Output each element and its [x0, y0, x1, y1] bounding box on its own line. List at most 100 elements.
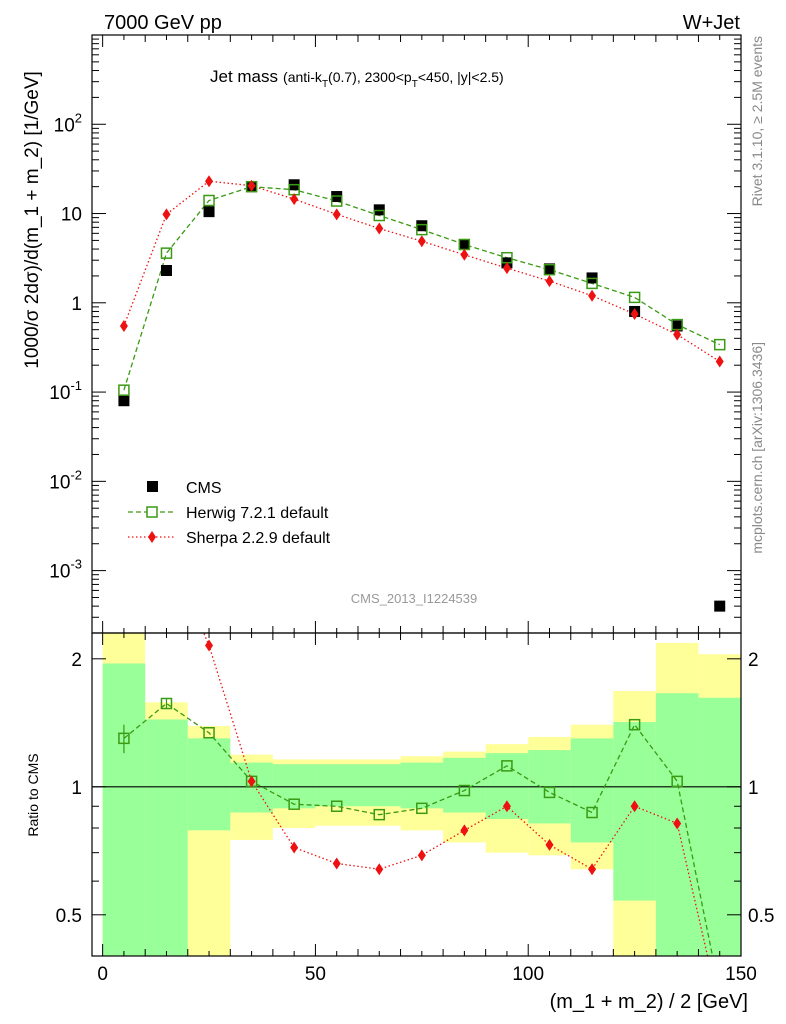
- sherpa-point: [417, 235, 426, 248]
- legend-herwig-label: Herwig 7.2.1 default: [186, 505, 329, 522]
- tick-base: 10: [49, 383, 70, 404]
- sherpa-point: [460, 248, 469, 261]
- tick-base: 1: [71, 294, 82, 315]
- plot-title-cut-lead: (anti-k: [283, 69, 323, 85]
- ratio-sherpa-point: [290, 841, 299, 854]
- ratio-sherpa-point: [588, 863, 597, 876]
- tick-exponent: -3: [70, 557, 82, 572]
- watermark-label: CMS_2013_I1224539: [351, 591, 478, 606]
- x-tick-label: 100: [512, 964, 544, 985]
- legend-sherpa-label: Sherpa 2.2.9 default: [186, 530, 331, 547]
- ratio-y-tick-label-right: 1: [748, 778, 759, 799]
- ratio-herwig-point: [416, 802, 428, 815]
- ratio-sherpa-line: [202, 633, 709, 956]
- sherpa-point: [205, 175, 214, 188]
- sherpa-point: [332, 208, 341, 221]
- ratio-herwig-point: [586, 806, 598, 819]
- herwig-line: [123, 186, 720, 391]
- ratio-herwig-line: [123, 702, 714, 956]
- main-ylabel: 1000/σ 2dσ)/d(m_1 + m_2) [1/GeV]: [22, 71, 43, 369]
- legend-sherpa-marker: [148, 531, 156, 543]
- mcplots-label: mcplots.cern.ch [arXiv:1306.3436]: [749, 342, 765, 554]
- ratio-sherpa-point: [673, 817, 682, 830]
- herwig-point: [160, 247, 173, 259]
- herwig-point: [628, 291, 641, 304]
- rivet-label: Rivet 3.1.10, ≥ 2.5M events: [749, 36, 765, 206]
- ratio-y-tick-label-left: 2: [71, 650, 82, 671]
- ratio-ylabel: Ratio to CMS: [25, 753, 41, 836]
- main-y-tick-label: 10-3: [49, 557, 82, 583]
- sherpa-line: [123, 180, 721, 363]
- cms-point: [118, 395, 130, 407]
- tick-base: 10: [54, 115, 75, 136]
- main-y-tick-label: 10-1: [49, 378, 82, 404]
- ratio-herwig-point: [373, 808, 386, 821]
- band-inner-bin: [102, 663, 146, 956]
- header-left: 7000 GeV pp: [104, 12, 222, 34]
- sherpa-point: [247, 179, 256, 192]
- main-y-tick-label: 102: [54, 110, 82, 136]
- tick-base: 10: [49, 562, 70, 583]
- ratio-herwig-point: [160, 697, 173, 710]
- ratio-herwig-point: [288, 798, 300, 810]
- main-y-tick-label: 1: [71, 294, 82, 315]
- ratio-frame: [91, 632, 742, 957]
- tick-base: 10: [61, 205, 82, 226]
- ratio-herwig-point: [118, 732, 130, 745]
- tick-base: 10: [49, 472, 70, 493]
- legend: CMS Herwig 7.2.1 default Sherpa 2.2.9 de…: [128, 480, 331, 547]
- herwig-point: [713, 338, 726, 351]
- sherpa-point: [630, 307, 639, 320]
- plot-title: Jet mass (anti-kT(0.7), 2300<pT<450, |y|<…: [210, 67, 504, 90]
- sherpa-point: [375, 222, 384, 235]
- ratio-sherpa-point: [332, 857, 341, 870]
- band-inner-bin: [357, 764, 401, 807]
- sherpa-point: [290, 193, 299, 206]
- herwig-point: [416, 223, 428, 236]
- ratio-sherpa-point: [460, 824, 469, 837]
- ratio-herwig-point: [628, 718, 641, 731]
- plot-title-cut-mid: (0.7), 2300<p: [328, 69, 412, 85]
- band-inner-bin: [187, 738, 231, 831]
- sherpa-point: [715, 355, 724, 368]
- ratio-sherpa-point: [162, 539, 170, 551]
- herwig-point: [543, 263, 556, 276]
- sherpa-point: [502, 262, 511, 275]
- plot-title-cut-sub1: T: [322, 79, 328, 90]
- cms-point: [416, 220, 428, 232]
- cms-point: [714, 600, 726, 612]
- ratio-y-tick-label-left: 1: [71, 778, 82, 799]
- tick-exponent: 2: [75, 110, 82, 125]
- cms-point: [203, 206, 215, 218]
- legend-cms-marker: [147, 481, 158, 492]
- plot-title-cut-sub2: T: [412, 79, 418, 90]
- ratio-y-tick-label-right: 2: [748, 650, 759, 671]
- plot-title-cut-tail: <450, |y|<2.5): [418, 69, 504, 85]
- sherpa-point: [588, 289, 597, 302]
- band-inner-bin: [698, 697, 741, 956]
- x-tick-label: 50: [305, 964, 326, 985]
- tick-exponent: -2: [70, 467, 82, 482]
- ratio-herwig-point: [203, 727, 215, 739]
- ratio-herwig-point: [543, 786, 556, 799]
- sherpa-point: [162, 208, 171, 221]
- ratio-sherpa-point: [120, 503, 128, 515]
- band-inner-bin: [145, 719, 188, 956]
- band-inner-bin: [400, 762, 444, 809]
- ratio-y-tick-label-right: 0.5: [748, 906, 774, 927]
- legend-herwig-marker: [146, 506, 158, 518]
- tick-exponent: -1: [70, 378, 82, 393]
- main-y-tick-label: 10-2: [49, 467, 82, 493]
- ratio-sherpa-point: [545, 838, 554, 851]
- ratio-sherpa-point: [630, 800, 639, 813]
- plot-title-main: Jet mass: [210, 67, 278, 86]
- main-y-tick-label: 10: [61, 205, 82, 226]
- cms-point: [458, 238, 470, 250]
- sherpa-point: [673, 328, 682, 341]
- herwig-point: [373, 209, 386, 222]
- ratio-sherpa-point: [502, 800, 511, 813]
- ratio-y-tick-label-left: 0.5: [56, 906, 82, 927]
- cms-point: [671, 320, 683, 332]
- band-inner-bin: [230, 762, 273, 813]
